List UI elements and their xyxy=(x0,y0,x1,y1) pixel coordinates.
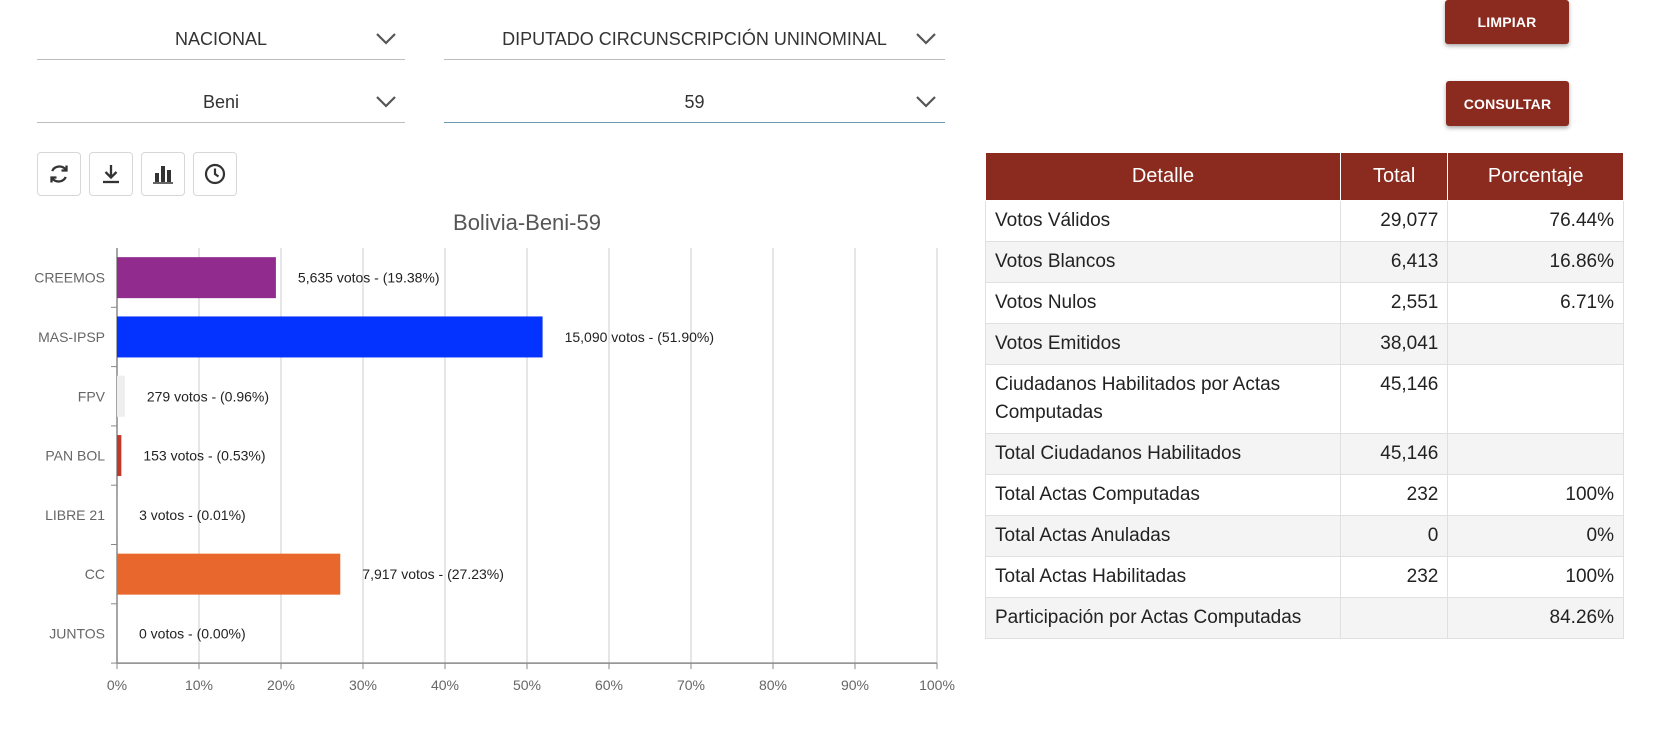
results-detail-table: Detalle Total Porcentaje Votos Válidos 2… xyxy=(985,152,1624,639)
row-label: Total Actas Computadas xyxy=(985,474,1341,516)
clock-icon xyxy=(204,163,226,185)
department-select-value: Beni xyxy=(202,92,240,112)
header-detalle: Detalle xyxy=(985,152,1341,201)
row-label: Ciudadanos Habilitados por Actas Computa… xyxy=(985,364,1341,434)
header-porcentaje: Porcentaje xyxy=(1447,152,1624,201)
table-row: Total Actas Computadas 232 100% xyxy=(985,474,1624,516)
category-label: JUNTOS xyxy=(49,625,105,641)
chart-type-button[interactable] xyxy=(141,152,185,196)
row-label: Participación por Actas Computadas xyxy=(985,597,1341,639)
row-pct xyxy=(1447,323,1624,365)
table-row: Total Ciudadanos Habilitados 45,146 xyxy=(985,433,1624,475)
bar xyxy=(117,375,125,417)
category-label: LIBRE 21 xyxy=(45,507,105,523)
refresh-icon xyxy=(50,165,68,183)
row-total: 45,146 xyxy=(1339,364,1449,434)
data-label: 5,635 votos - (19.38%) xyxy=(298,270,440,286)
query-button[interactable]: CONSULTAR xyxy=(1446,81,1569,126)
row-total: 2,551 xyxy=(1339,282,1449,324)
chart-title: Bolivia-Beni-59 xyxy=(453,210,601,235)
table-row: Participación por Actas Computadas 84.26… xyxy=(985,597,1624,639)
results-bar-chart: Bolivia-Beni-59 0% 10% 20% 30% 40% 50% 60% 70% 80… xyxy=(34,210,955,693)
row-label: Total Actas Anuladas xyxy=(985,515,1341,557)
chevron-down-icon xyxy=(376,33,396,45)
x-tick-label: 80% xyxy=(759,677,787,693)
row-label: Votos Nulos xyxy=(985,282,1341,324)
row-total xyxy=(1339,597,1449,639)
download-icon xyxy=(103,165,119,184)
row-total: 45,146 xyxy=(1339,433,1449,475)
x-tick-label: 0% xyxy=(107,677,127,693)
x-tick-label: 30% xyxy=(349,677,377,693)
row-total: 232 xyxy=(1339,474,1449,516)
category-label: CC xyxy=(85,566,105,582)
x-tick-label: 100% xyxy=(919,677,955,693)
history-button[interactable] xyxy=(193,152,237,196)
x-tick-label: 20% xyxy=(267,677,295,693)
data-label: 7,917 votos - (27.23%) xyxy=(362,566,504,582)
row-pct xyxy=(1447,433,1624,475)
table-header-row: Detalle Total Porcentaje xyxy=(985,152,1624,201)
bar xyxy=(117,553,341,595)
chevron-down-icon xyxy=(916,33,936,45)
table-row: Ciudadanos Habilitados por Actas Computa… xyxy=(985,364,1624,434)
row-pct xyxy=(1447,364,1624,434)
x-tick-label: 70% xyxy=(677,677,705,693)
download-button[interactable] xyxy=(89,152,133,196)
row-total: 232 xyxy=(1339,556,1449,598)
data-label: 3 votos - (0.01%) xyxy=(139,507,246,523)
election-select-value: DIPUTADO CIRCUNSCRIPCIÓN UNINOMINAL xyxy=(502,29,887,49)
data-label: 15,090 votos - (51.90%) xyxy=(565,329,714,345)
table-row: Votos Blancos 6,413 16.86% xyxy=(985,241,1624,283)
table-row: Total Actas Habilitadas 232 100% xyxy=(985,556,1624,598)
bar-chart-icon xyxy=(153,166,173,184)
row-total: 29,077 xyxy=(1339,200,1449,242)
x-tick-label: 60% xyxy=(595,677,623,693)
row-pct: 76.44% xyxy=(1447,200,1624,242)
chevron-down-icon xyxy=(376,96,396,108)
row-pct: 16.86% xyxy=(1447,241,1624,283)
data-label: 0 votos - (0.00%) xyxy=(139,625,246,641)
row-pct: 0% xyxy=(1447,515,1624,557)
table-row: Votos Válidos 29,077 76.44% xyxy=(985,200,1624,242)
x-tick-label: 90% xyxy=(841,677,869,693)
x-tick-label: 50% xyxy=(513,677,541,693)
row-pct: 100% xyxy=(1447,474,1624,516)
bar xyxy=(117,316,543,358)
bar xyxy=(117,435,122,477)
row-pct: 6.71% xyxy=(1447,282,1624,324)
x-tick-label: 10% xyxy=(185,677,213,693)
header-total: Total xyxy=(1339,152,1449,201)
category-label: FPV xyxy=(78,388,106,404)
scope-select[interactable]: NACIONAL xyxy=(37,20,405,60)
row-label: Votos Válidos xyxy=(985,200,1341,242)
circunscripcion-select[interactable]: 59 xyxy=(444,83,945,123)
data-label: 153 votos - (0.53%) xyxy=(143,448,265,464)
clear-button[interactable]: LIMPIAR xyxy=(1445,0,1569,44)
category-label: PAN BOL xyxy=(45,448,105,464)
data-label: 279 votos - (0.96%) xyxy=(147,388,269,404)
table-row: Votos Emitidos 38,041 xyxy=(985,323,1624,365)
department-select[interactable]: Beni xyxy=(37,83,405,123)
row-pct: 84.26% xyxy=(1447,597,1624,639)
election-select[interactable]: DIPUTADO CIRCUNSCRIPCIÓN UNINOMINAL xyxy=(444,20,945,60)
row-label: Total Ciudadanos Habilitados xyxy=(985,433,1341,475)
row-label: Votos Blancos xyxy=(985,241,1341,283)
row-total: 6,413 xyxy=(1339,241,1449,283)
circunscripcion-select-value: 59 xyxy=(684,92,705,112)
row-label: Votos Emitidos xyxy=(985,323,1341,365)
row-pct: 100% xyxy=(1447,556,1624,598)
table-row: Votos Nulos 2,551 6.71% xyxy=(985,282,1624,324)
bar xyxy=(117,257,276,299)
chevron-down-icon xyxy=(916,96,936,108)
row-total: 38,041 xyxy=(1339,323,1449,365)
x-tick-label: 40% xyxy=(431,677,459,693)
row-total: 0 xyxy=(1339,515,1449,557)
category-label: CREEMOS xyxy=(34,270,105,286)
refresh-button[interactable] xyxy=(37,152,81,196)
table-row: Total Actas Anuladas 0 0% xyxy=(985,515,1624,557)
scope-select-value: NACIONAL xyxy=(174,29,268,49)
category-label: MAS-IPSP xyxy=(38,329,105,345)
row-label: Total Actas Habilitadas xyxy=(985,556,1341,598)
